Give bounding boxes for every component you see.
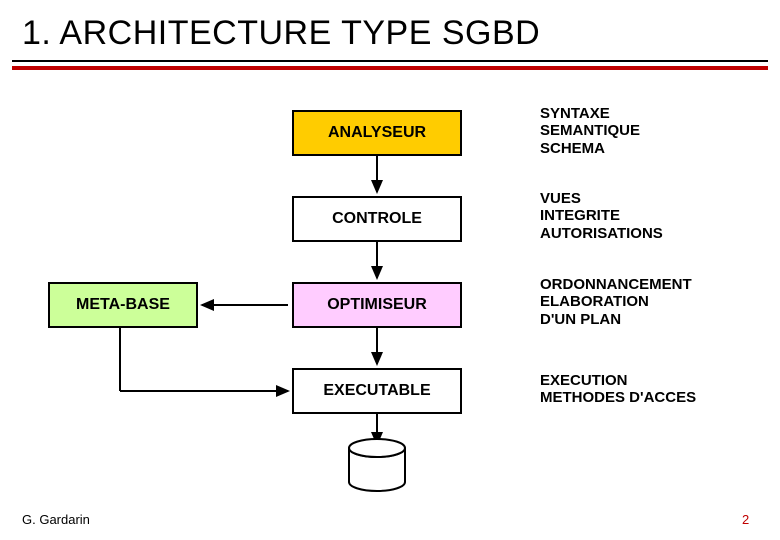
desc-line: ELABORATION: [540, 293, 692, 310]
box-analyseur-label: ANALYSEUR: [328, 124, 426, 142]
desc-analyseur: SYNTAXESEMANTIQUESCHEMA: [540, 105, 640, 157]
box-metabase-label: META-BASE: [76, 296, 170, 314]
box-controle: CONTROLE: [292, 196, 462, 242]
box-executable-label: EXECUTABLE: [323, 382, 430, 400]
desc-line: VUES: [540, 190, 663, 207]
box-controle-label: CONTROLE: [332, 210, 422, 228]
desc-line: SCHEMA: [540, 140, 640, 157]
title-underline: [12, 60, 768, 62]
diagram-arrows: [0, 0, 780, 540]
box-optimiseur: OPTIMISEUR: [292, 282, 462, 328]
footer-author: G. Gardarin: [22, 512, 90, 527]
desc-controle: VUESINTEGRITEAUTORISATIONS: [540, 190, 663, 242]
footer-page: 2: [742, 512, 749, 527]
box-analyseur: ANALYSEUR: [292, 110, 462, 156]
desc-line: EXECUTION: [540, 372, 696, 389]
desc-optimiseur: ORDONNANCEMENTELABORATIOND'UN PLAN: [540, 276, 692, 328]
desc-line: SYNTAXE: [540, 105, 640, 122]
box-metabase: META-BASE: [48, 282, 198, 328]
box-optimiseur-label: OPTIMISEUR: [327, 296, 427, 314]
slide-title: 1. ARCHITECTURE TYPE SGBD: [22, 14, 540, 53]
slide: 1. ARCHITECTURE TYPE SGBD ANALYSEUR CONT…: [0, 0, 780, 540]
desc-line: ORDONNANCEMENT: [540, 276, 692, 293]
box-executable: EXECUTABLE: [292, 368, 462, 414]
desc-line: AUTORISATIONS: [540, 225, 663, 242]
title-redline: [12, 66, 768, 70]
desc-line: INTEGRITE: [540, 207, 663, 224]
desc-line: METHODES D'ACCES: [540, 389, 696, 406]
desc-line: SEMANTIQUE: [540, 122, 640, 139]
desc-line: D'UN PLAN: [540, 311, 692, 328]
desc-executable: EXECUTIONMETHODES D'ACCES: [540, 372, 696, 407]
